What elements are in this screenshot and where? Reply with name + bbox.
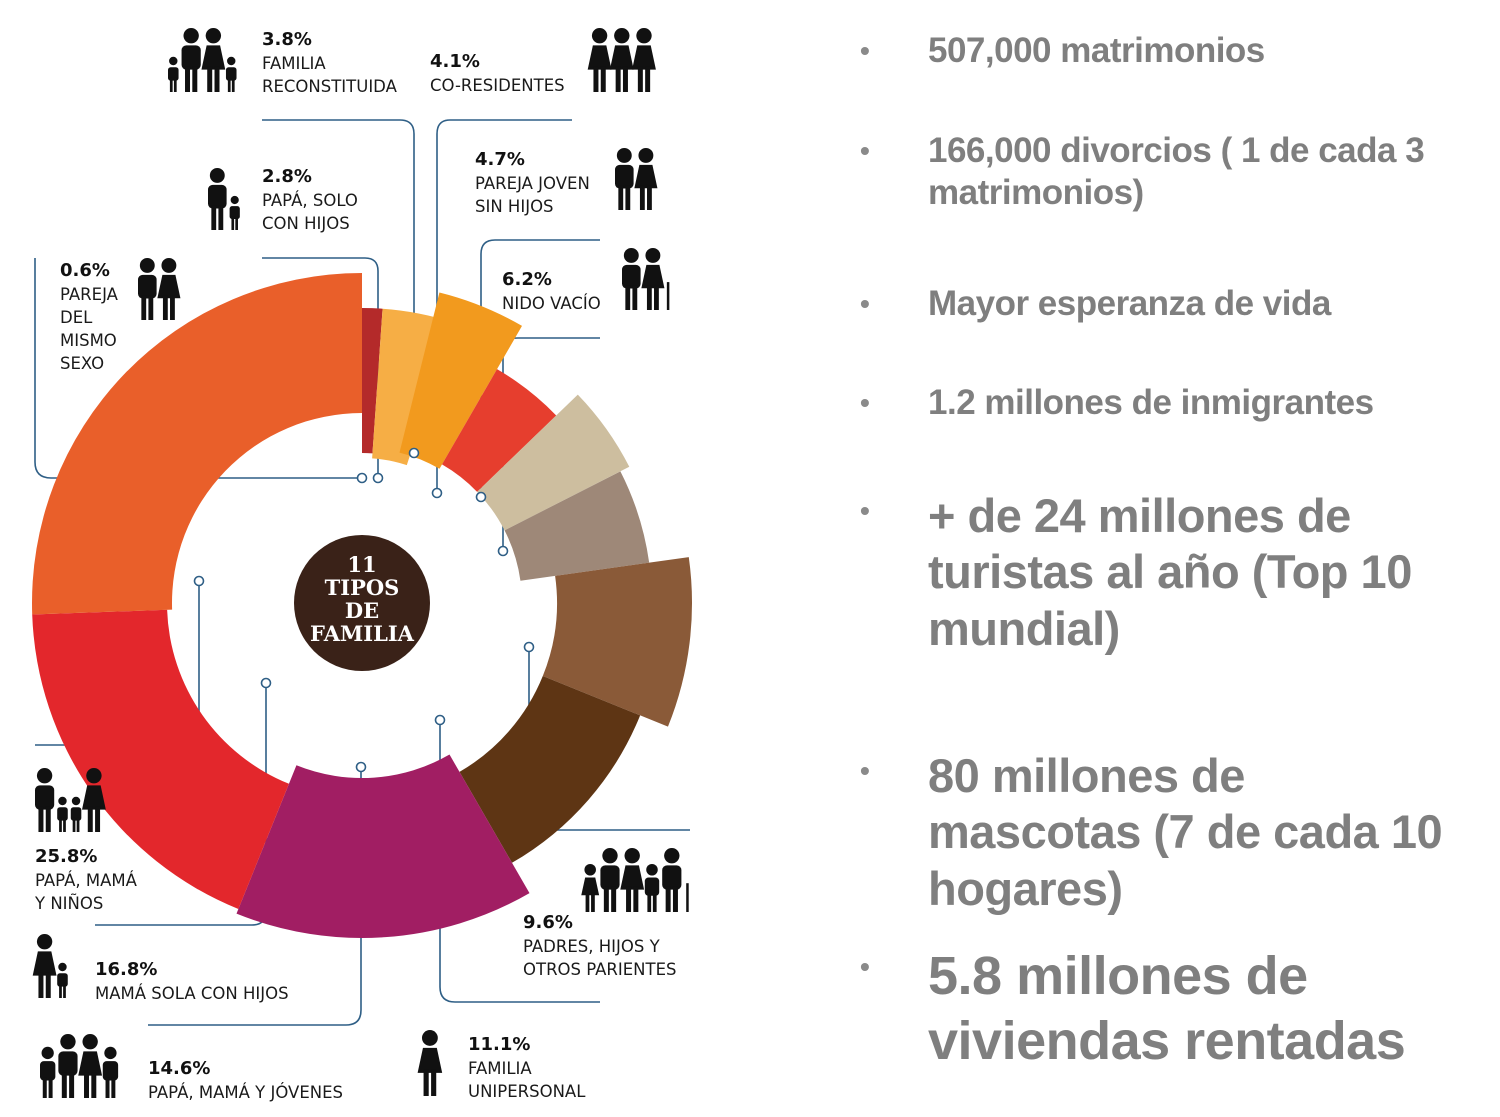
bullet-icon: •: [860, 494, 870, 526]
segment-labels: 0.6% PAREJA DEL MISMO SEXO 2.8% PAPÁ, SOLO CON …: [34, 29, 677, 1102]
bullet-icon: •: [860, 288, 870, 320]
category-label-mama-sola: MAMÁ SOLA CON HIJOS: [95, 984, 289, 1003]
connector-co-residentes: [436, 119, 572, 493]
fact-item: • 507,000 matrimonios: [860, 30, 1470, 72]
connector-dot-papa-mama-ninos: [193, 575, 205, 587]
connector-dot-padres-hijos-parientes: [523, 641, 535, 653]
connector-dot-reconstituida: [408, 447, 420, 459]
fact-text: 507,000 matrimonios: [928, 31, 1265, 70]
segment-mismo-sexo: [362, 308, 383, 454]
extended-family-icon: [581, 848, 689, 912]
category-label-reconstituida: FAMILIA RECONSTITUIDA: [262, 54, 398, 96]
category-label-padres-hijos-parientes: PADRES, HIJOS Y OTROS PARIENTES: [523, 937, 677, 979]
percent-label-co-residentes: 4.1%: [430, 51, 480, 72]
mother-child-icon: [32, 934, 68, 998]
segment-unipersonal: [459, 676, 641, 863]
segment-icons: [32, 28, 689, 1098]
fact-item: • 166,000 divorcios ( 1 de cada 3 matrimo…: [860, 130, 1470, 214]
fact-item: • Mayor esperanza de vida: [860, 283, 1470, 325]
connector-mismo-sexo: [34, 258, 362, 479]
category-label-papa-mama-ninos: PAPÁ, MAMÁ Y NIÑOS: [34, 871, 138, 913]
center-label: 11 TIPOS DE FAMILIA: [310, 552, 415, 646]
single-person-icon: [417, 1030, 443, 1096]
segment-mama-sola: [32, 609, 289, 909]
connector-dot-unipersonal: [434, 714, 446, 726]
fact-item: • 1.2 millones de inmigrantes: [860, 382, 1470, 424]
segment-papa-mama-ninos: [32, 273, 362, 615]
blended-family-icon: [168, 28, 237, 92]
category-label-papa-mama-jovenes: PAPÁ, MAMÁ Y JÓVENES: [148, 1083, 343, 1102]
fact-item: • + de 24 millones de turistas al año (To…: [860, 488, 1470, 657]
connector-dots: [193, 447, 535, 773]
elderly-couple-icon: [622, 248, 670, 310]
connector-dot-pareja-joven: [475, 491, 487, 503]
category-label-unipersonal: FAMILIA UNIPERSONAL: [468, 1059, 586, 1101]
family-types-chart: 11 TIPOS DE FAMILIA 0.6% PAREJA DEL MISMO SEXO 2…: [32, 28, 692, 1102]
percent-label-nido-vacio: 6.2%: [502, 269, 552, 290]
bullet-icon: •: [860, 387, 870, 419]
center-circle: [294, 535, 430, 671]
category-label-papa-solo: PAPÁ, SOLO CON HIJOS: [262, 191, 358, 233]
category-label-co-residentes: CO-RESIDENTES: [430, 76, 565, 95]
connector-reconstituida: [262, 119, 415, 453]
connector-dot-papa-solo: [372, 472, 384, 484]
fact-text: 1.2 millones de inmigrantes: [928, 383, 1374, 422]
bullet-icon: •: [860, 951, 870, 983]
connector-pareja-joven: [480, 239, 600, 497]
center-badge: 11 TIPOS DE FAMILIA: [294, 535, 430, 671]
percent-label-papa-mama-ninos: 25.8%: [35, 846, 97, 867]
segment-nido-vacio: [504, 471, 650, 581]
percent-label-pareja-joven: 4.7%: [475, 149, 525, 170]
connector-dot-mismo-sexo: [356, 472, 368, 484]
fact-text: 80 millones de mascotas (7 de cada 10 ho…: [928, 749, 1443, 915]
fact-text: Mayor esperanza de vida: [928, 284, 1331, 323]
connector-dot-nido-vacio: [497, 545, 509, 557]
chart-segments: [32, 273, 692, 938]
percent-label-unipersonal: 11.1%: [468, 1034, 530, 1055]
segment-pareja-joven: [477, 394, 630, 531]
bullet-icon: •: [860, 754, 870, 786]
fact-item: • 80 millones de mascotas (7 de cada 10 h…: [860, 748, 1470, 917]
connector-papa-solo: [262, 257, 379, 478]
segment-padres-hijos-parientes: [542, 557, 692, 727]
connector-dot-papa-mama-jovenes: [355, 761, 367, 773]
fact-text: 5.8 millones de viviendas rentadas: [928, 946, 1406, 1071]
segment-co-residentes: [442, 369, 557, 492]
category-label-nido-vacio: NIDO VACÍO: [502, 294, 601, 313]
fact-text: + de 24 millones de turistas al año (Top…: [928, 489, 1412, 655]
connector-papa-mama-jovenes: [148, 767, 362, 1026]
young-couple-icon: [615, 148, 658, 210]
connector-unipersonal: [439, 720, 600, 1003]
category-label-mismo-sexo: PAREJA DEL MISMO SEXO: [60, 285, 119, 373]
bullet-icon: •: [860, 35, 870, 67]
family-kids-icon: [35, 768, 106, 832]
percent-label-reconstituida: 3.8%: [262, 29, 312, 50]
family-teens-icon: [40, 1034, 119, 1098]
fact-text: 166,000 divorcios ( 1 de cada 3 matrimon…: [928, 131, 1425, 212]
connector-dot-co-residentes: [431, 487, 443, 499]
segment-papa-mama-jovenes: [236, 754, 530, 938]
percent-label-papa-solo: 2.8%: [262, 166, 312, 187]
percent-label-papa-mama-jovenes: 14.6%: [148, 1058, 210, 1079]
couple-icon: [138, 258, 181, 320]
percent-label-padres-hijos-parientes: 9.6%: [523, 912, 573, 933]
segment-reconstituida: [399, 292, 522, 469]
percent-label-mama-sola: 16.8%: [95, 959, 157, 980]
connector-dot-mama-sola: [260, 677, 272, 689]
percent-label-mismo-sexo: 0.6%: [60, 260, 110, 281]
bullet-icon: •: [860, 135, 870, 167]
father-child-icon: [208, 168, 240, 230]
three-women-icon: [587, 28, 656, 92]
fact-item: • 5.8 millones de viviendas rentadas: [860, 944, 1470, 1074]
category-label-pareja-joven: PAREJA JOVEN SIN HIJOS: [475, 174, 590, 216]
